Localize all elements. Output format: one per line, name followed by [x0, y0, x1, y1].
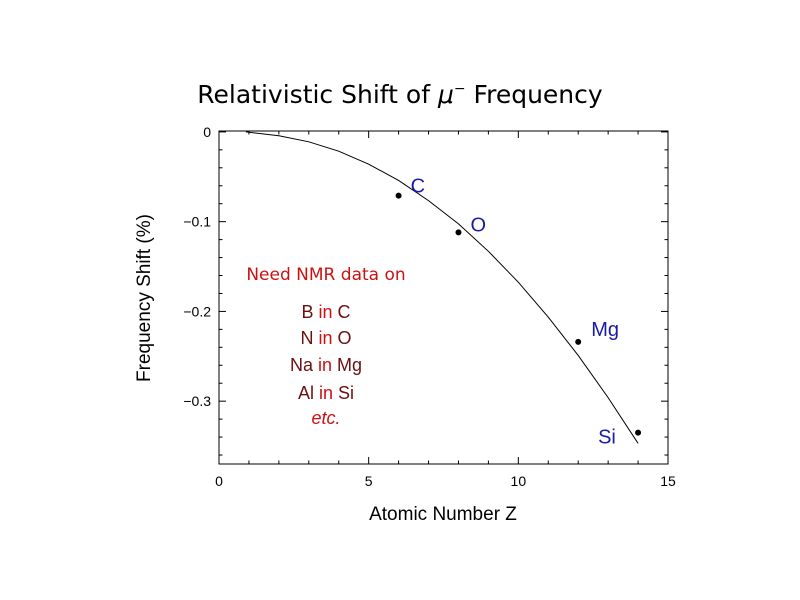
note-line-4: Al in Si [298, 383, 354, 403]
y-tick-label: −0.2 [183, 303, 211, 319]
x-tick-label: 0 [215, 473, 223, 489]
y-tick-label: −0.3 [183, 393, 211, 409]
nmr-note: Need NMR data on B in C N in O Na in Mg … [246, 265, 405, 428]
note-etc: etc. [311, 408, 340, 428]
note-line-1: B in C [301, 302, 350, 322]
theory-curve [245, 131, 639, 444]
x-tick-label: 5 [365, 473, 373, 489]
axis-ticks [218, 131, 669, 464]
x-tick-label: 10 [511, 473, 527, 489]
data-point-mg [575, 338, 582, 345]
point-label-o: O [470, 214, 486, 236]
point-label-si: Si [598, 427, 616, 449]
y-tick-label: 0 [203, 124, 211, 140]
data-points: C O Mg Si [395, 176, 642, 449]
note-line-3: Na in Mg [290, 355, 362, 375]
data-point-o [455, 229, 462, 236]
note-heading: Need NMR data on [246, 265, 405, 285]
y-tick-label: −0.1 [183, 214, 211, 230]
chart-title: Relativistic Shift of μ− Frequency [197, 80, 603, 109]
note-line-2: N in O [300, 328, 351, 348]
y-axis-label: Frequency Shift (%) [134, 214, 155, 382]
point-label-c: C [411, 176, 425, 198]
plot-frame [218, 130, 669, 465]
data-point-si [635, 429, 642, 436]
tick-labels: 0 5 10 15 0 −0.1 −0.2 −0.3 [183, 124, 676, 489]
x-axis-label: Atomic Number Z [369, 504, 517, 525]
point-label-mg: Mg [591, 319, 619, 341]
data-point-c [395, 192, 402, 199]
x-tick-label: 15 [660, 473, 676, 489]
